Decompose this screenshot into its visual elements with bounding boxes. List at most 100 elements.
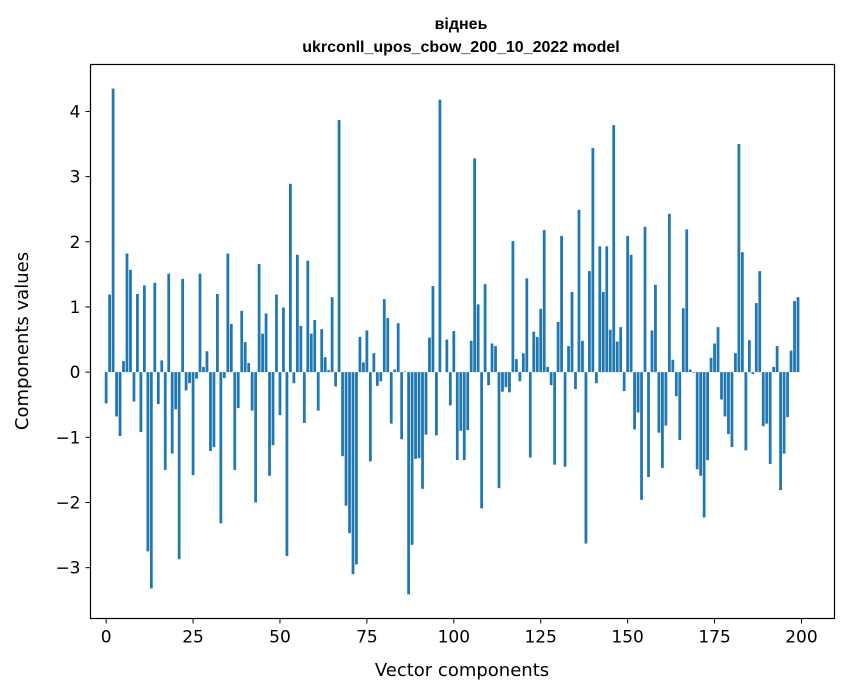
bar-38 xyxy=(236,372,240,408)
bar-0 xyxy=(104,372,108,404)
bar-177 xyxy=(720,372,723,400)
bar-91 xyxy=(421,372,424,489)
bar-31 xyxy=(212,372,216,448)
bar-8 xyxy=(132,372,136,402)
x-tick-label: 25 xyxy=(182,628,204,648)
bar-182 xyxy=(737,144,741,373)
bar-44 xyxy=(257,263,261,373)
bar-72 xyxy=(355,372,358,565)
x-tick-label: 75 xyxy=(356,628,378,648)
bar-170 xyxy=(695,372,699,470)
bar-140 xyxy=(591,147,595,373)
bar-181 xyxy=(734,353,737,373)
bar-162 xyxy=(667,213,671,373)
bar-17 xyxy=(163,372,167,470)
bar-59 xyxy=(309,333,313,373)
bar-30 xyxy=(209,372,212,451)
plot-frame xyxy=(89,63,836,620)
bar-53 xyxy=(289,183,292,373)
bar-73 xyxy=(358,336,362,373)
bar-92 xyxy=(424,372,428,435)
bar-4 xyxy=(118,372,122,436)
bar-160 xyxy=(661,372,664,468)
bar-121 xyxy=(525,278,529,373)
bar-104 xyxy=(466,372,470,431)
bar-151 xyxy=(629,254,633,373)
bar-148 xyxy=(619,327,623,373)
bar-191 xyxy=(768,372,772,465)
bar-130 xyxy=(556,321,560,373)
bar-137 xyxy=(581,340,584,373)
bar-76 xyxy=(368,372,372,462)
bar-22 xyxy=(181,278,185,373)
bar-11 xyxy=(143,285,146,373)
bar-116 xyxy=(508,372,511,393)
bar-117 xyxy=(511,241,515,373)
bar-15 xyxy=(156,372,160,405)
bar-145 xyxy=(608,329,612,373)
bar-168 xyxy=(688,369,692,373)
bar-171 xyxy=(699,372,703,476)
bar-26 xyxy=(195,372,198,379)
bar-138 xyxy=(584,372,588,544)
bar-132 xyxy=(563,372,567,467)
bar-178 xyxy=(723,372,727,417)
bar-84 xyxy=(396,323,400,373)
bar-45 xyxy=(261,333,264,373)
bar-164 xyxy=(674,372,678,397)
bar-161 xyxy=(664,372,668,426)
bar-98 xyxy=(445,339,449,373)
bar-34 xyxy=(222,372,226,378)
bars-group xyxy=(104,88,800,595)
bar-18 xyxy=(167,273,171,373)
bar-23 xyxy=(184,372,188,391)
bar-141 xyxy=(594,372,598,384)
bar-109 xyxy=(483,284,487,373)
bar-175 xyxy=(713,343,716,373)
bar-118 xyxy=(515,359,518,373)
bar-199 xyxy=(796,297,800,373)
x-tick-label: 175 xyxy=(698,628,730,648)
bar-149 xyxy=(622,372,626,392)
y-axis-label: Components values xyxy=(12,252,33,430)
bar-21 xyxy=(177,372,181,560)
bar-180 xyxy=(730,372,734,448)
bar-50 xyxy=(278,372,282,416)
bar-184 xyxy=(744,372,748,451)
bar-86 xyxy=(403,371,407,373)
x-axis-ticks: 0 25 50 75 100 125 150 175 200 xyxy=(101,618,818,648)
bar-66 xyxy=(334,372,337,387)
bar-126 xyxy=(542,230,546,373)
bar-80 xyxy=(382,299,386,373)
bar-7 xyxy=(129,269,132,373)
bar-24 xyxy=(188,372,191,384)
bar-83 xyxy=(393,369,397,373)
bar-100 xyxy=(452,331,456,373)
bar-133 xyxy=(567,346,570,373)
bar-3 xyxy=(115,372,118,417)
bar-196 xyxy=(786,372,789,418)
bar-193 xyxy=(775,346,779,373)
bar-37 xyxy=(233,372,237,470)
bar-174 xyxy=(709,357,713,373)
bar-163 xyxy=(671,359,675,373)
bar-68 xyxy=(341,372,344,457)
bar-79 xyxy=(379,372,383,382)
bar-55 xyxy=(295,254,299,373)
bar-29 xyxy=(205,351,209,373)
bar-157 xyxy=(650,330,654,373)
bar-139 xyxy=(588,271,591,373)
bar-165 xyxy=(678,372,682,440)
bar-94 xyxy=(431,286,435,373)
bar-134 xyxy=(570,291,574,373)
bar-195 xyxy=(782,372,786,454)
bar-51 xyxy=(282,307,285,373)
bar-46 xyxy=(264,313,268,373)
chart-title: віднеь xyxy=(435,16,488,33)
bar-103 xyxy=(462,372,466,461)
bar-169 xyxy=(692,372,696,373)
bar-52 xyxy=(285,372,289,556)
bar-81 xyxy=(386,318,390,373)
